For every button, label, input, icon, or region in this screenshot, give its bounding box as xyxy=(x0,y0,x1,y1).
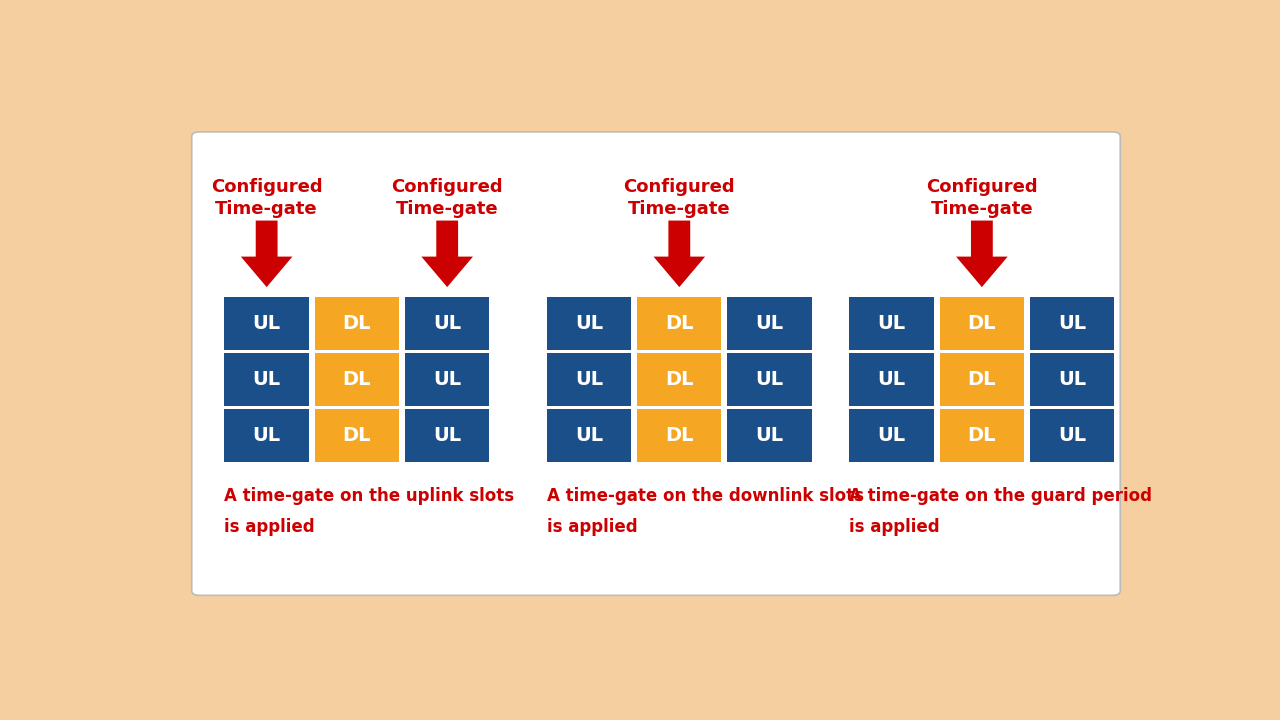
Text: DL: DL xyxy=(343,370,371,389)
Text: Time-gate: Time-gate xyxy=(628,199,731,217)
Text: DL: DL xyxy=(343,426,371,445)
Text: is applied: is applied xyxy=(547,518,637,536)
Text: Time-gate: Time-gate xyxy=(931,199,1033,217)
Text: Time-gate: Time-gate xyxy=(396,199,498,217)
Bar xyxy=(1030,297,1115,350)
Text: DL: DL xyxy=(666,314,694,333)
Text: Configured: Configured xyxy=(925,178,1038,196)
Text: UL: UL xyxy=(1059,426,1087,445)
Text: A time-gate on the uplink slots: A time-gate on the uplink slots xyxy=(224,487,515,505)
Bar xyxy=(315,409,399,462)
Bar xyxy=(224,297,308,350)
Bar xyxy=(224,353,308,406)
Polygon shape xyxy=(241,220,292,287)
Text: DL: DL xyxy=(666,370,694,389)
Text: UL: UL xyxy=(252,314,280,333)
Text: Configured: Configured xyxy=(623,178,735,196)
Bar xyxy=(727,297,812,350)
Bar xyxy=(224,409,308,462)
Text: Configured: Configured xyxy=(211,178,323,196)
Bar xyxy=(850,353,933,406)
Text: Configured: Configured xyxy=(392,178,503,196)
Text: UL: UL xyxy=(433,426,461,445)
Bar xyxy=(637,409,722,462)
Bar xyxy=(940,353,1024,406)
Text: UL: UL xyxy=(575,370,603,389)
FancyBboxPatch shape xyxy=(192,132,1120,595)
Text: UL: UL xyxy=(878,370,906,389)
Bar xyxy=(850,297,933,350)
Polygon shape xyxy=(421,220,474,287)
Bar xyxy=(940,297,1024,350)
Text: is applied: is applied xyxy=(850,518,940,536)
Text: UL: UL xyxy=(755,370,783,389)
Bar xyxy=(940,409,1024,462)
Text: UL: UL xyxy=(878,426,906,445)
Text: UL: UL xyxy=(575,426,603,445)
Text: DL: DL xyxy=(968,314,996,333)
Text: Time-gate: Time-gate xyxy=(215,199,317,217)
Bar xyxy=(637,297,722,350)
Text: DL: DL xyxy=(343,314,371,333)
Bar xyxy=(727,409,812,462)
Text: UL: UL xyxy=(433,314,461,333)
Bar xyxy=(1030,353,1115,406)
Bar xyxy=(1030,409,1115,462)
Text: UL: UL xyxy=(755,314,783,333)
Text: UL: UL xyxy=(1059,370,1087,389)
Bar xyxy=(315,353,399,406)
Polygon shape xyxy=(654,220,705,287)
Text: A time-gate on the downlink slots: A time-gate on the downlink slots xyxy=(547,487,864,505)
Bar xyxy=(547,353,631,406)
Text: UL: UL xyxy=(1059,314,1087,333)
Text: DL: DL xyxy=(968,426,996,445)
Text: A time-gate on the guard period: A time-gate on the guard period xyxy=(850,487,1152,505)
Bar xyxy=(404,409,489,462)
Text: UL: UL xyxy=(575,314,603,333)
Bar xyxy=(404,353,489,406)
Bar xyxy=(547,409,631,462)
Text: is applied: is applied xyxy=(224,518,315,536)
Text: UL: UL xyxy=(252,426,280,445)
Bar xyxy=(404,297,489,350)
Text: DL: DL xyxy=(968,370,996,389)
Text: DL: DL xyxy=(666,426,694,445)
Bar xyxy=(315,297,399,350)
Bar xyxy=(727,353,812,406)
Polygon shape xyxy=(956,220,1007,287)
Text: UL: UL xyxy=(252,370,280,389)
Text: UL: UL xyxy=(433,370,461,389)
Text: UL: UL xyxy=(878,314,906,333)
Bar xyxy=(850,409,933,462)
Bar xyxy=(547,297,631,350)
Bar xyxy=(637,353,722,406)
Text: UL: UL xyxy=(755,426,783,445)
